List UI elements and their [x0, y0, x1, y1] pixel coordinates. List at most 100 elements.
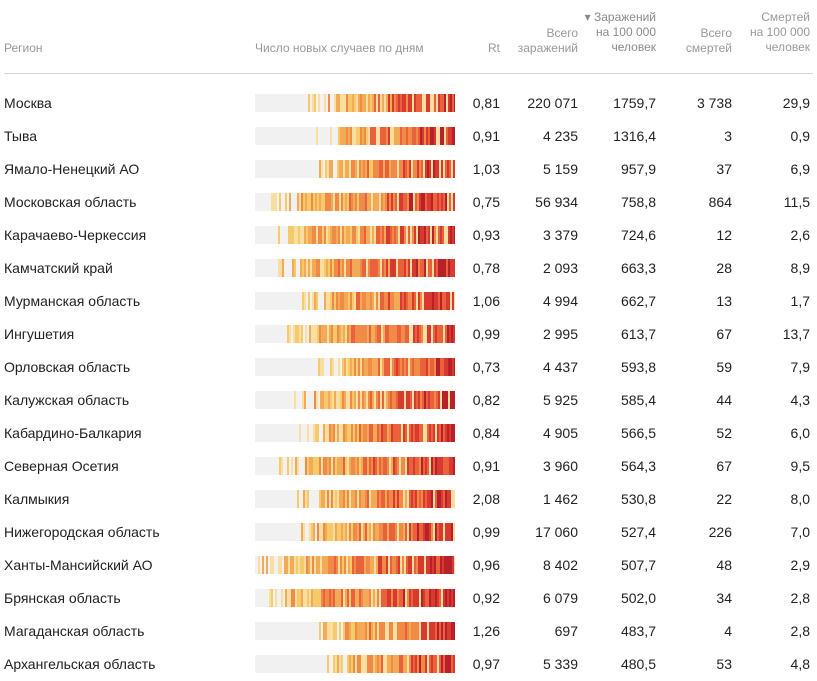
- cell-deaths: 48: [656, 556, 732, 574]
- table-row[interactable]: Кабардино-Балкария 0,84 4 905 566,5 52 6,0: [0, 417, 817, 450]
- header-total-deaths-line2: смертей: [660, 41, 732, 56]
- table-row[interactable]: Москва 0,81 220 071 1759,7 3 738 29,9: [0, 87, 817, 120]
- daily-cases-cell: [294, 391, 296, 409]
- table-row[interactable]: Брянская область 0,92 6 079 502,0 34 2,8: [0, 582, 817, 615]
- cell-total: 5 339: [500, 655, 578, 673]
- header-rt[interactable]: Rt: [470, 41, 500, 56]
- region-name: Ханты-Мансийский АО: [4, 556, 153, 574]
- table-row[interactable]: Калужская область 0,82 5 925 585,4 44 4,3: [0, 384, 817, 417]
- table-row[interactable]: Архангельская область 0,97 5 339 480,5 53 4,8: [0, 648, 817, 681]
- header-deaths-per-100k-line3: человек: [730, 40, 810, 55]
- cell-total: 1 462: [500, 490, 578, 508]
- cell-per100k: 663,3: [576, 259, 656, 277]
- cell-per100k: 530,8: [576, 490, 656, 508]
- cell-deaths100k: 2,8: [730, 589, 810, 607]
- daily-cases-cell: [297, 457, 299, 475]
- daily-cases-cell: [454, 94, 455, 112]
- cell-per100k: 527,4: [576, 523, 656, 541]
- header-total-deaths[interactable]: Всего смертей: [660, 26, 732, 56]
- daily-cases-cell: [279, 193, 281, 211]
- table-row[interactable]: Камчатский край 0,78 2 093 663,3 28 8,9: [0, 252, 817, 285]
- header-deaths-per-100k[interactable]: Смертей на 100 000 человек: [730, 10, 810, 55]
- table-row[interactable]: Мурманская область 1,06 4 994 662,7 13 1,7: [0, 285, 817, 318]
- daily-cases-cell: [285, 193, 287, 211]
- daily-cases-cell: [321, 160, 323, 178]
- daily-cases-cell: [272, 556, 274, 574]
- table-body: Москва 0,81 220 071 1759,7 3 738 29,9 Тыва 0,91…: [0, 87, 817, 681]
- region-name: Ингушетия: [4, 325, 74, 343]
- cell-rt: 0,81: [470, 94, 500, 112]
- cell-deaths100k: 4,8: [730, 655, 810, 673]
- daily-cases-cell: [454, 358, 455, 376]
- cell-per100k: 613,7: [576, 325, 656, 343]
- daily-cases-cell: [453, 325, 455, 343]
- daily-cases-cell: [307, 490, 309, 508]
- daily-cases-cell: [271, 589, 273, 607]
- table-row[interactable]: Нижегородская область 0,99 17 060 527,4 226 7…: [0, 516, 817, 549]
- cell-deaths: 44: [656, 391, 732, 409]
- cell-deaths100k: 0,9: [730, 127, 810, 145]
- daily-cases-strip: [255, 655, 455, 673]
- daily-cases-cell: [258, 556, 260, 574]
- table-row[interactable]: Калмыкия 2,08 1 462 530,8 22 8,0: [0, 483, 817, 516]
- region-name: Архангельская область: [4, 655, 155, 673]
- daily-cases-cell: [281, 589, 283, 607]
- header-cases-per-100k-line3: человек: [560, 40, 656, 55]
- daily-cases-cell: [453, 424, 455, 442]
- daily-cases-strip: [255, 424, 455, 442]
- daily-cases-cell: [314, 94, 316, 112]
- daily-cases-cell: [454, 391, 455, 409]
- region-name: Мурманская область: [4, 292, 140, 310]
- cell-deaths100k: 8,0: [730, 490, 810, 508]
- cell-total: 4 905: [500, 424, 578, 442]
- cell-deaths: 52: [656, 424, 732, 442]
- table-row[interactable]: Магаданская область 1,26 697 483,7 4 2,8: [0, 615, 817, 648]
- table-row[interactable]: Орловская область 0,73 4 437 593,8 59 7,9: [0, 351, 817, 384]
- table-row[interactable]: Ханты-Мансийский АО 0,96 8 402 507,7 48 2,9: [0, 549, 817, 582]
- header-cases-per-100k-line1: ▾ Заражений: [560, 10, 656, 25]
- daily-cases-cell: [313, 523, 315, 541]
- table-row[interactable]: Ингушетия 0,99 2 995 613,7 67 13,7: [0, 318, 817, 351]
- daily-cases-cell: [304, 391, 306, 409]
- cell-total: 697: [500, 622, 578, 640]
- daily-cases-cell: [262, 556, 264, 574]
- cell-deaths100k: 11,5: [730, 193, 810, 211]
- daily-cases-cell: [307, 424, 309, 442]
- daily-cases-cell: [453, 160, 455, 178]
- daily-cases-strip: [255, 490, 455, 508]
- daily-cases-cell: [341, 655, 343, 673]
- cell-deaths100k: 1,7: [730, 292, 810, 310]
- cell-rt: 0,73: [470, 358, 500, 376]
- cell-deaths100k: 2,6: [730, 226, 810, 244]
- daily-cases-strip: [255, 292, 455, 310]
- cell-rt: 0,75: [470, 193, 500, 211]
- table-row[interactable]: Северная Осетия 0,91 3 960 564,3 67 9,5: [0, 450, 817, 483]
- header-total-deaths-line1: Всего: [660, 26, 732, 41]
- daily-cases-cell: [330, 127, 332, 145]
- daily-cases-cell: [304, 292, 306, 310]
- cell-total: 5 925: [500, 391, 578, 409]
- daily-cases-cell: [280, 556, 282, 574]
- cell-total: 3 960: [500, 457, 578, 475]
- header-region[interactable]: Регион: [4, 41, 43, 56]
- table-row[interactable]: Ямало-Ненецкий АО 1,03 5 159 957,9 37 6,9: [0, 153, 817, 186]
- table-header: Регион Число новых случаев по дням Rt Вс…: [0, 0, 817, 74]
- cell-total: 5 159: [500, 160, 578, 178]
- cell-total: 4 235: [500, 127, 578, 145]
- header-divider: [4, 73, 813, 74]
- region-name: Карачаево-Черкессия: [4, 226, 146, 244]
- cell-deaths100k: 2,9: [730, 556, 810, 574]
- cell-total: 3 379: [500, 226, 578, 244]
- cell-rt: 0,92: [470, 589, 500, 607]
- table-row[interactable]: Тыва 0,91 4 235 1316,4 3 0,9: [0, 120, 817, 153]
- header-cases-per-100k[interactable]: ▾ Заражений на 100 000 человек: [560, 10, 656, 55]
- daily-cases-cell: [454, 556, 455, 574]
- daily-cases-cell: [294, 259, 296, 277]
- daily-cases-cell: [308, 94, 310, 112]
- cell-per100k: 564,3: [576, 457, 656, 475]
- table-row[interactable]: Московская область 0,75 56 934 758,8 864 11,5: [0, 186, 817, 219]
- cell-rt: 0,96: [470, 556, 500, 574]
- daily-cases-cell: [339, 622, 341, 640]
- table-row[interactable]: Карачаево-Черкессия 0,93 3 379 724,6 12 2,6: [0, 219, 817, 252]
- daily-cases-cell: [287, 457, 289, 475]
